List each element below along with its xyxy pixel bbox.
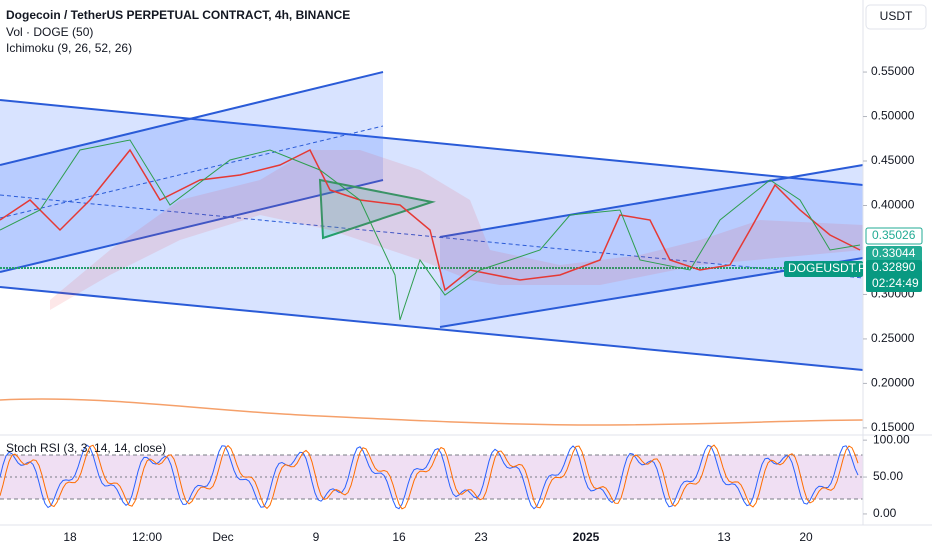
x-tick-label: 13 [717, 530, 731, 544]
symbol-tag-label: DOGEUSDT.P [788, 261, 866, 275]
y-tick-label: 0.20000 [871, 376, 915, 390]
x-tick-label: 23 [474, 530, 488, 544]
price-tag-label: 0.33044 [872, 246, 916, 260]
y-tick-label: 0.50000 [871, 109, 915, 123]
stoch-line [0, 444, 859, 510]
triangle [318, 178, 436, 240]
x-tick-label: 20 [799, 530, 813, 544]
y-tick-label: 0.55000 [871, 64, 915, 78]
ichimoku-lagging [0, 139, 861, 321]
y-tick-label: 0.15000 [871, 420, 915, 434]
x-tick-label: 18 [63, 530, 77, 544]
chart-title: Dogecoin / TetherUS PERPETUAL CONTRACT, … [6, 8, 350, 22]
y-tick-label: 100.00 [873, 432, 910, 446]
x-tick-label: 16 [392, 530, 406, 544]
channel-mid [0, 194, 864, 279]
indicator: Vol · DOGE (50) [6, 25, 93, 39]
channel-line [0, 71, 384, 166]
stoch-title: Stoch RSI (3, 3, 14, 14, close) [6, 441, 166, 455]
y-tick-label: 0.25000 [871, 331, 915, 345]
countdown: 02:24:49 [872, 276, 919, 290]
ascending-channel [440, 165, 863, 327]
price-tag [866, 246, 922, 262]
indicator: Ichimoku (9, 26, 52, 26) [6, 41, 132, 55]
price-tag [865, 227, 923, 245]
y-tick-label: 0.40000 [871, 198, 915, 212]
y-tick-label: 0.45000 [871, 153, 915, 167]
y-tick-label: 50.00 [873, 469, 903, 483]
channel-line [0, 179, 384, 273]
price-tag-label: 0.35026 [872, 228, 916, 242]
channel-line [0, 99, 864, 186]
currency-button[interactable] [865, 4, 927, 30]
price-line-sketch [0, 148, 861, 292]
price-tag-label: 0.32890 [872, 260, 916, 274]
stoch-line [0, 444, 859, 510]
volume-ma [0, 398, 864, 426]
channel-line [439, 164, 864, 238]
symbol-tag [784, 261, 863, 277]
x-tick-label: 9 [313, 530, 320, 544]
currency: USDT [880, 9, 913, 23]
x-tick-label: Dec [212, 530, 233, 544]
channel-line [0, 286, 864, 371]
x-tick-label: 12:00 [132, 530, 162, 544]
x-tick-label: 2025 [573, 530, 600, 544]
price-tag [866, 260, 922, 292]
y-tick-label: 0.00 [873, 506, 897, 520]
channel-mid [0, 125, 384, 219]
ichimoku-cloud [50, 150, 863, 310]
